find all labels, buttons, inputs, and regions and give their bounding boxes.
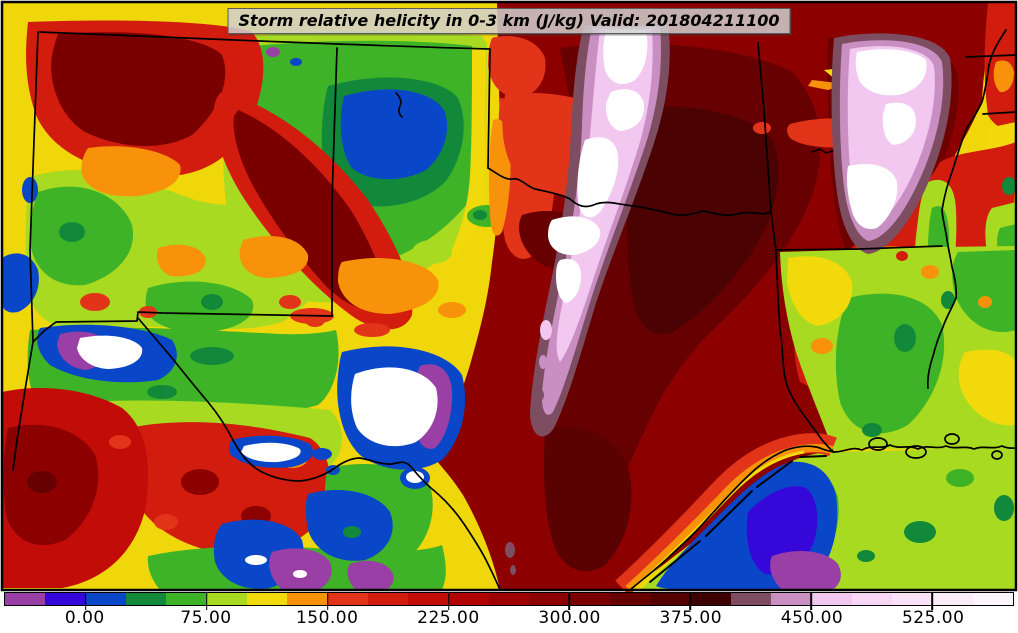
colorbar-segment [650,593,691,605]
colorbar-tick-label: 300.00 [538,608,601,628]
colorbar-tick-label: 450.00 [780,608,844,628]
colorbar-segment [851,593,892,605]
colorbar-segment [367,593,409,605]
colorbar-segment [972,593,1013,605]
mississippi-river [926,29,1007,389]
map-title: Storm relative helicity in 0-3 km (J/kg)… [227,8,791,34]
colorbar-segment [891,593,933,605]
colorbar-segment [246,593,288,605]
colorbar-segment [770,593,812,605]
colorbar-gradient [5,593,1013,605]
colorbar-tick-label: 0.00 [64,608,105,628]
border-new-mexico-texas [331,47,338,317]
louisiana-lake [944,433,960,445]
border-colorado-kansas-37n [39,31,491,50]
colorbar-segment [488,593,530,605]
colorbar-segment [730,593,771,605]
colorbar-segment [609,593,650,605]
colorbar-segment [690,593,731,605]
rio-grande-river [137,317,501,591]
colorbar-segment [45,593,86,605]
colorbar-segment [569,593,610,605]
barrier-island [756,460,793,488]
colorbar-segment [85,593,126,605]
louisiana-lake [905,445,927,459]
border-new-mexico-south [32,311,333,343]
colorbar-tick-label: 525.00 [901,608,965,628]
field-panhandle-blue-minimum [340,89,448,180]
colorbar-segment [327,593,368,605]
border-missouri-arkansas [965,54,1017,58]
colorbar-segment [5,593,46,605]
helicity-max-blob-west-2 [351,367,438,447]
border-texas-arkansas-louisiana [770,211,834,453]
colorbar-tick-labels: 0.00 75.00 150.00 225.00 300.00 375.00 450.00 5… [4,608,1014,632]
helicity-max-blob-west-1 [77,335,143,369]
colorbar-segment [448,593,489,605]
border-red-river [487,167,772,217]
colorbar-tick-label: 375.00 [659,608,723,628]
map-frame [0,0,1018,592]
border-tennessee-mississippi [982,111,1017,115]
border-oklahoma-arkansas [757,42,772,213]
helicity-max-blob-east [855,49,927,96]
border-texas-oklahoma-100w [487,48,491,169]
high-helicity-swath-east [831,33,952,255]
map-canvas [0,0,1018,592]
colorbar-tick-label: 75.00 [180,608,232,628]
colorbar-segment [408,593,449,605]
field-gulf-purple-pocket [770,550,841,590]
barrier-island [649,540,701,583]
colorbar-segment [287,593,328,605]
colorbar-segment [206,593,247,605]
barrier-island [705,490,753,537]
border-new-mexico-west [12,31,39,471]
colorbar-tick-label: 150.00 [295,608,359,628]
state-borders [12,31,1017,471]
colorbar-segment [125,593,167,605]
helicity-max-blob-central [603,30,648,85]
small-river-panhandle [395,92,403,118]
high-helicity-swath-central [530,25,670,437]
colorbar-segment [932,593,973,605]
colorbar [4,592,1014,610]
helicity-max-blob-west-3 [241,442,301,463]
colorbar-tick-label: 225.00 [417,608,480,628]
barrier-island [799,455,827,458]
border-arkansas-louisiana [775,245,943,251]
helicity-map [0,0,1018,592]
louisiana-lake [868,437,888,451]
louisiana-lake [991,450,1003,460]
colorbar-segment [811,593,852,605]
gulf-coastline [629,444,1017,591]
water-features [137,29,1017,591]
colorbar-segment [166,593,207,605]
small-lake-northeast-texas [811,148,834,154]
colorbar-segment [529,593,570,605]
